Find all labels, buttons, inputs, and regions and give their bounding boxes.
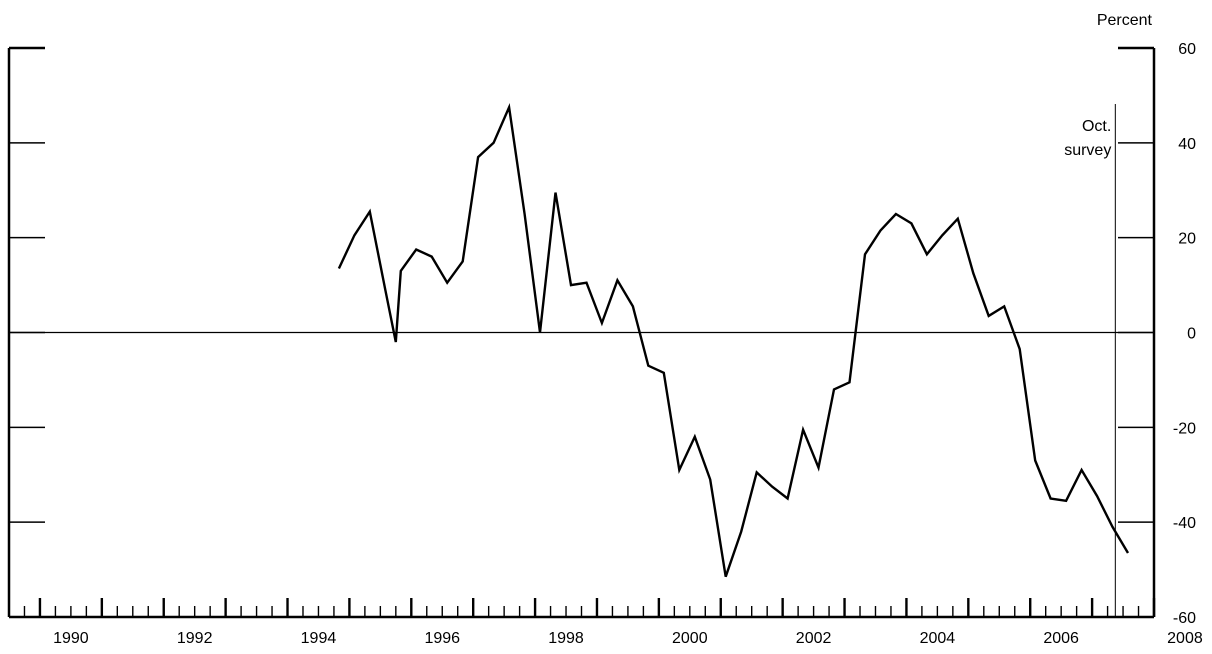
survey-annotation-text: Oct. — [1082, 118, 1111, 135]
y-tick-label: -20 — [1173, 420, 1196, 437]
y-tick-label: 20 — [1178, 231, 1196, 248]
x-tick-label: 2002 — [796, 630, 832, 647]
survey-annotation-text: survey — [1064, 142, 1111, 159]
x-tick-label: 1990 — [53, 630, 89, 647]
x-tick-label: 1996 — [424, 630, 460, 647]
x-tick-label: 2008 — [1167, 630, 1203, 647]
x-tick-label: 2000 — [672, 630, 708, 647]
y-tick-label: 0 — [1187, 326, 1196, 343]
series-line — [337, 102, 1130, 578]
y-tick-label: -60 — [1173, 610, 1196, 627]
y-tick-label: 60 — [1178, 41, 1196, 58]
y-axis-unit-label: Percent — [1097, 12, 1153, 29]
x-tick-label: 2006 — [1043, 630, 1079, 647]
y-tick-label: -40 — [1173, 515, 1196, 532]
x-tick-label: 1998 — [548, 630, 584, 647]
x-tick-label: 2004 — [920, 630, 956, 647]
y-tick-label: 40 — [1178, 136, 1196, 153]
x-tick-label: 1994 — [301, 630, 337, 647]
x-tick-label: 1992 — [177, 630, 213, 647]
